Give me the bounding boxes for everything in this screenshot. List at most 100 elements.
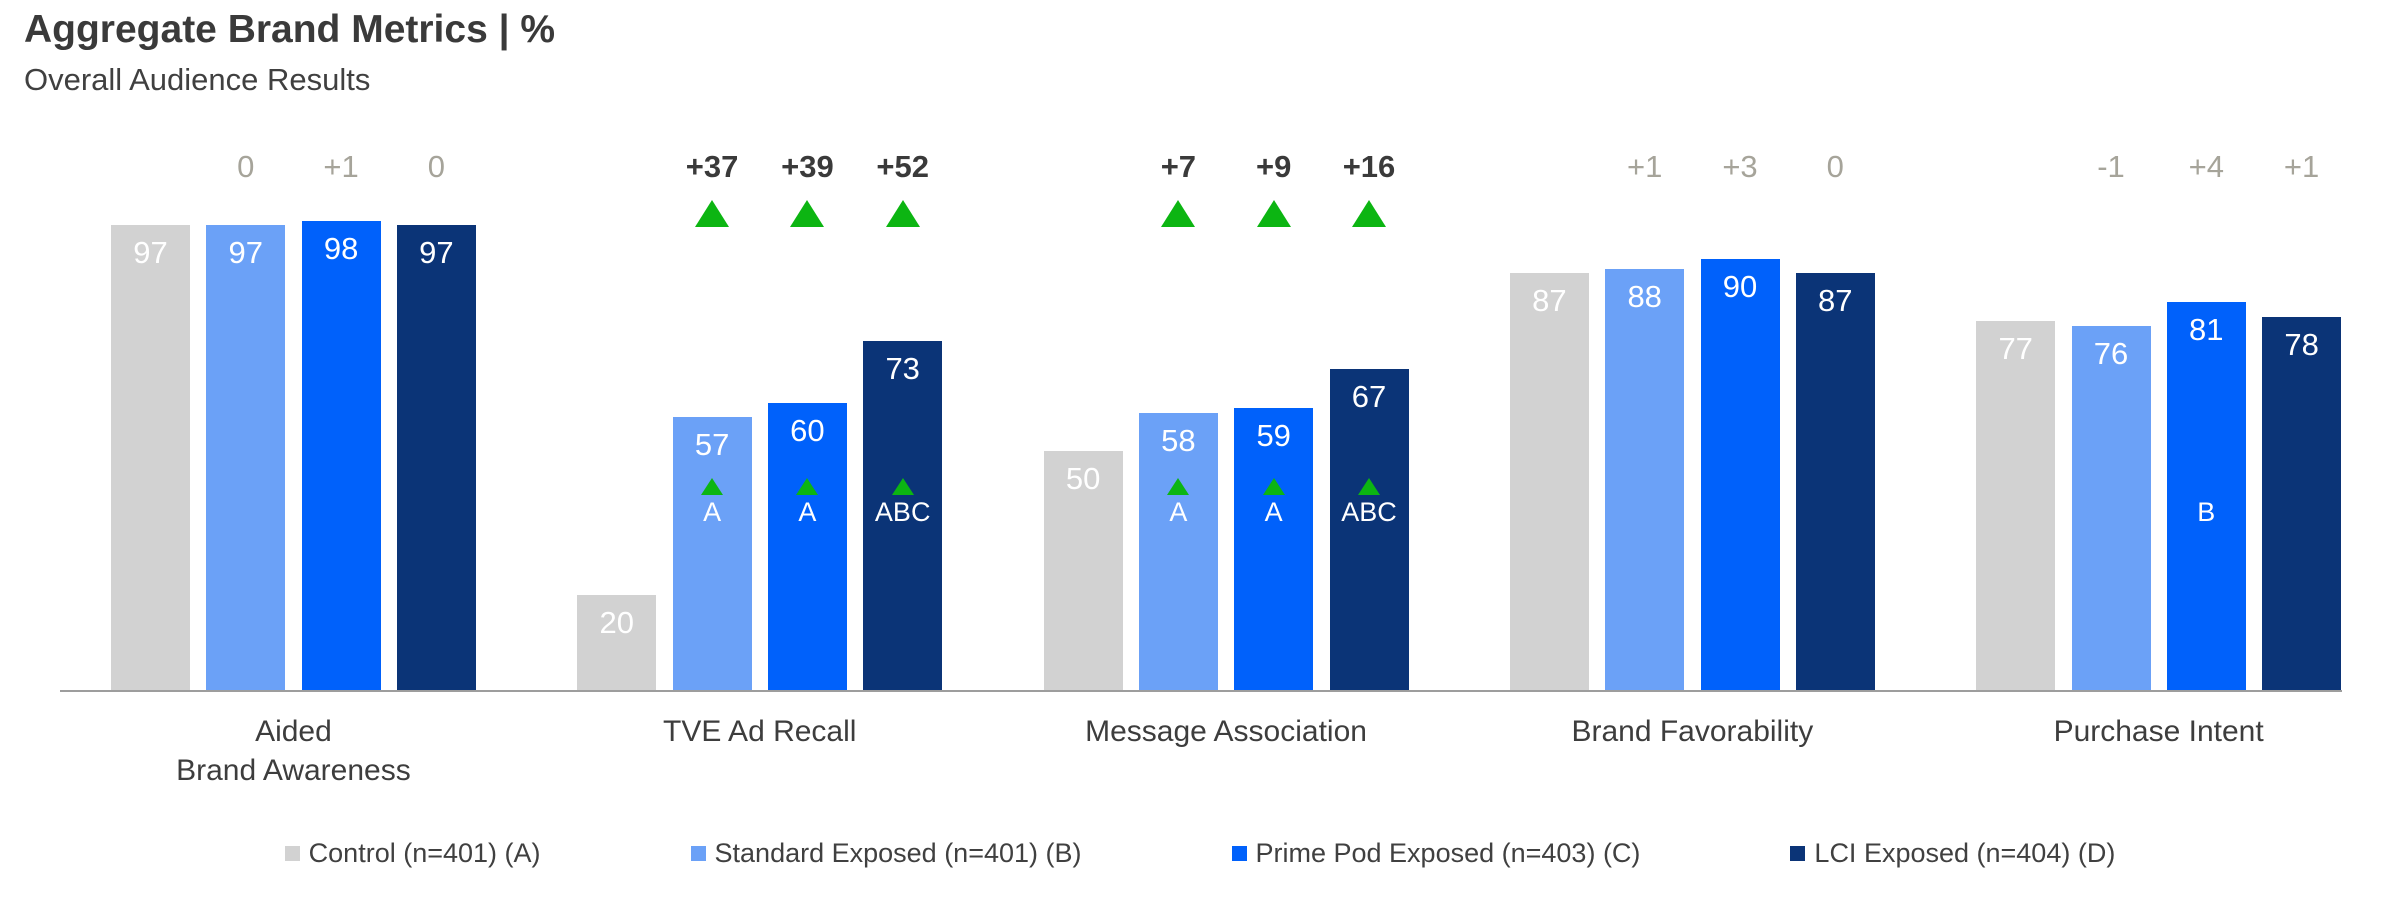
in-bar-sig-triangle-icon (701, 478, 724, 495)
category-label-line: Aided (255, 715, 332, 748)
bar-a-3: 50 (1043, 451, 1123, 691)
in-bar-sig-triangle-icon (891, 478, 914, 495)
bar-value-label: 87 (1532, 283, 1567, 319)
bar-value-label: 50 (1065, 461, 1101, 496)
bar-b-5: 76 (2071, 326, 2151, 691)
in-bar-sig-letters-label: ABC (1341, 497, 1397, 527)
legend-swatch-icon (1790, 846, 1806, 861)
delta-vs-control-label: +39 (781, 149, 834, 184)
delta-vs-control-label: +52 (876, 149, 929, 184)
bar-value-label: 59 (1256, 417, 1291, 453)
bar-value-label: 76 (2093, 336, 2129, 372)
delta-vs-control-label: 0 (1826, 149, 1844, 184)
category-label: Message Association (993, 712, 1459, 751)
significance-up-triangle-icon (1352, 200, 1386, 227)
category-label: Purchase Intent (1926, 712, 2392, 751)
x-axis-line (60, 690, 2342, 692)
chart-subtitle: Overall Audience Results (24, 62, 371, 97)
category-label-line: TVE Ad Recall (663, 715, 857, 748)
delta-vs-control-label: +16 (1342, 149, 1396, 184)
in-bar-sig-letters-label: ABC (874, 497, 931, 527)
delta-vs-control-label: +1 (1627, 149, 1663, 184)
bar-d-5: 78 (2262, 316, 2342, 691)
legend-label: LCI Exposed (n=404) (D) (1814, 838, 2116, 868)
in-bar-sig-letters-label: B (2197, 497, 2216, 527)
in-bar-sig-triangle-icon (1167, 478, 1190, 495)
delta-vs-control-label: +1 (323, 149, 359, 184)
legend-label: Prime Pod Exposed (n=403) (C) (1255, 838, 1641, 868)
legend-item-d: LCI Exposed (n=404) (D) (1790, 838, 2115, 869)
bar-value-label: 73 (885, 350, 920, 386)
bar-value-label: 97 (419, 235, 454, 271)
bar-value-label: 77 (1998, 331, 2033, 367)
in-bar-sig-triangle-icon (796, 478, 819, 495)
legend-item-c: Prime Pod Exposed (n=403) (C) (1231, 838, 1641, 869)
bar-d-2: 73 (863, 340, 943, 691)
bar-a-2: 20 (577, 595, 657, 691)
bar-value-label: 87 (1818, 283, 1853, 319)
delta-vs-control-label: +4 (2188, 149, 2224, 184)
category-label: TVE Ad Recall (527, 712, 993, 751)
category-label-line: Brand Awareness (176, 754, 411, 787)
category-label: Aided Brand Awareness (60, 712, 526, 790)
significance-up-triangle-icon (885, 200, 920, 227)
bar-c-4: 90 (1700, 259, 1780, 691)
category-label-line: Purchase Intent (2053, 715, 2264, 748)
in-bar-sig-letters-label: A (798, 497, 817, 527)
bar-value-label: 20 (599, 605, 635, 640)
bar-value-label: 81 (2189, 312, 2224, 348)
bar-b-4: 88 (1605, 268, 1685, 691)
bar-value-label: 57 (694, 427, 730, 463)
delta-vs-control-label: +3 (1722, 149, 1758, 184)
bar-value-label: 67 (1351, 379, 1387, 415)
delta-vs-control-label: 0 (237, 149, 255, 184)
category-label-line: Brand Favorability (1571, 715, 1814, 748)
bar-c-1: 98 (301, 220, 381, 691)
bar-d-3: 67 (1329, 369, 1409, 691)
bar-c-5: 81 (2166, 302, 2246, 691)
significance-up-triangle-icon (790, 200, 825, 227)
bar-value-label: 97 (133, 235, 168, 271)
bar-value-label: 58 (1161, 422, 1196, 458)
in-bar-sig-letters-label: A (703, 497, 722, 527)
category-label-line: Message Association (1085, 715, 1367, 748)
bar-d-4: 87 (1795, 273, 1875, 691)
in-bar-sig-triangle-icon (1262, 478, 1285, 495)
bar-c-3: 59 (1234, 407, 1314, 691)
legend-swatch-icon (690, 846, 706, 861)
legend-label: Standard Exposed (n=401) (B) (714, 838, 1082, 868)
bar-a-5: 77 (1976, 321, 2056, 691)
legend-item-b: Standard Exposed (n=401) (B) (690, 838, 1082, 869)
delta-vs-control-label: +7 (1160, 149, 1197, 184)
in-bar-sig-letters-label: A (1264, 497, 1283, 527)
legend-item-a: Control (n=401) (A) (284, 838, 541, 869)
bar-b-1: 97 (206, 225, 286, 691)
bar-b-2: 57 (672, 417, 752, 691)
bar-value-label: 60 (790, 413, 825, 448)
in-bar-sig-letters-label: A (1169, 497, 1188, 527)
bar-value-label: 78 (2284, 326, 2319, 362)
significance-up-triangle-icon (1256, 200, 1291, 227)
delta-vs-control-label: +9 (1256, 149, 1292, 184)
chart-title: Aggregate Brand Metrics | % (24, 8, 556, 51)
bar-a-4: 87 (1509, 273, 1589, 691)
bar-value-label: 90 (1722, 269, 1758, 304)
bar-value-label: 97 (228, 235, 264, 271)
legend-label: Control (n=401) (A) (308, 838, 541, 868)
legend-swatch-icon (284, 846, 300, 861)
legend-swatch-icon (1231, 846, 1247, 861)
bar-value-label: 88 (1627, 278, 1662, 314)
delta-vs-control-label: +37 (685, 149, 739, 184)
bar-value-label: 98 (323, 230, 359, 266)
significance-up-triangle-icon (695, 200, 730, 227)
delta-vs-control-label: -1 (2097, 149, 2125, 184)
bar-a-1: 97 (111, 225, 190, 691)
bar-c-2: 60 (767, 403, 847, 691)
bar-d-1: 97 (396, 225, 476, 691)
delta-vs-control-label: +1 (2283, 149, 2320, 184)
chart-legend: Control (n=401) (A) Standard Exposed (n=4… (0, 838, 2400, 869)
significance-up-triangle-icon (1161, 200, 1196, 227)
in-bar-sig-triangle-icon (1358, 478, 1380, 495)
